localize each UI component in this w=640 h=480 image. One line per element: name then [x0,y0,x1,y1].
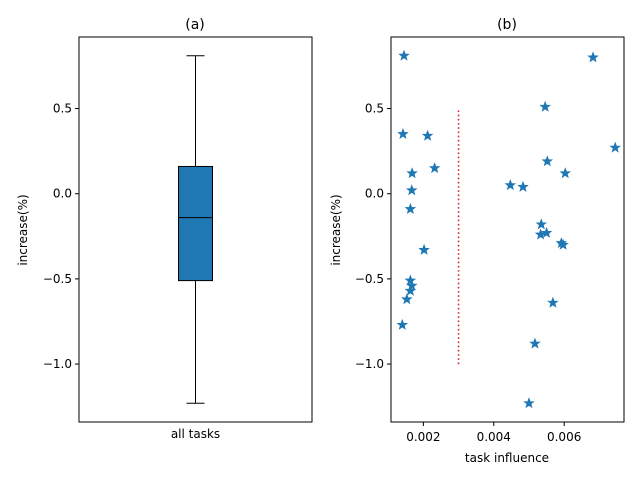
panel-b-title: (b) [497,17,517,33]
panel-a-frame [78,36,313,423]
scatter-point [523,397,535,409]
scatter-point [539,100,551,112]
panel-b-xlabel: task influence [465,451,549,465]
scatter-point [418,243,430,255]
scatter-point [404,203,417,214]
panel-a-category-label: all tasks [171,427,220,441]
scatter-point [517,180,529,192]
scatter-point [396,318,409,330]
panel-b-ytick-label: 0.0 [365,187,384,201]
scatter-point [428,162,441,174]
scatter-point [529,337,541,349]
panel-a-box [178,55,213,404]
panel-b-x-axis: 0.002 0.004 0.006 [406,422,581,444]
panel-a-ytick-label: 0.0 [53,187,72,201]
panel-b-ylabel: increase(%) [329,194,343,265]
scatter-point [406,167,418,179]
panel-a-title: (a) [185,17,205,33]
scatter-point [504,179,517,191]
panel-b-xtick-label: 0.006 [547,430,581,444]
panel-a-ytick-label: −0.5 [43,272,72,286]
scatter-point [397,128,409,140]
panel-b-ytick-label: −1.0 [355,357,384,371]
panel-a-ylabel: increase(%) [16,194,30,265]
panel-a-ytick-label: 0.5 [53,102,72,116]
scatter-point [421,129,434,141]
scatter-point [398,49,410,61]
panel-a-y-axis: −1.0 −0.5 0.0 0.5 [43,102,79,371]
scatter-point [540,226,553,238]
scatter-point [609,141,621,153]
interquartile-box [178,165,213,282]
scatter-point [404,284,417,296]
scatter-point [547,296,559,308]
panel-b-scatter: (b) increase(%) task influence −1.0 −0.5 0… [329,17,625,465]
panel-b-xtick-label: 0.002 [406,430,440,444]
panel-b-ytick-label: 0.5 [365,102,384,116]
scatter-point [406,279,418,291]
panel-b-frame [390,36,625,423]
panel-a-ytick-label: −1.0 [43,357,72,371]
panel-b-y-axis: −1.0 −0.5 0.0 0.5 [355,102,391,371]
scatter-point [559,167,571,179]
panel-b-xtick-label: 0.004 [477,430,511,444]
scatter-point [401,293,413,305]
panel-b-points [396,49,621,409]
scatter-point [406,184,418,196]
panel-b-ytick-label: −0.5 [355,272,384,286]
scatter-point [404,274,417,286]
scatter-point [541,155,554,167]
panel-a-x-axis: all tasks [171,427,220,441]
panel-a-boxplot: (a) increase(%) −1.0 −0.5 0.0 0.5 all tasks [16,17,313,441]
scatter-point [535,218,548,230]
scatter-point [557,238,569,250]
scatter-point [587,51,599,63]
